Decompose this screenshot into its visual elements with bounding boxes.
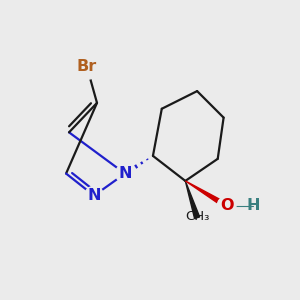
Text: O: O	[220, 198, 233, 213]
Circle shape	[217, 196, 236, 215]
Text: CH₃: CH₃	[185, 210, 209, 223]
Circle shape	[85, 186, 104, 205]
Text: Br: Br	[76, 58, 97, 74]
Text: N: N	[118, 166, 132, 181]
Polygon shape	[185, 181, 228, 208]
Polygon shape	[185, 181, 200, 218]
Circle shape	[74, 53, 100, 79]
Circle shape	[116, 164, 134, 183]
Text: N: N	[87, 188, 101, 203]
Text: H: H	[246, 198, 260, 213]
